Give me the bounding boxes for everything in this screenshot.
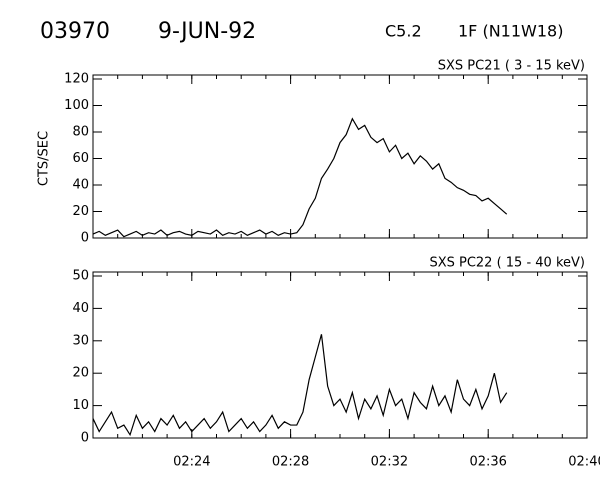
- y-tick-label: 0: [81, 231, 89, 246]
- plot-frame: [92, 271, 588, 439]
- x-tick-label: 02:28: [272, 455, 309, 470]
- data-line: [92, 117, 508, 238]
- x-tick-label: 02:32: [371, 455, 408, 470]
- y-axis-label: CTS/SEC: [37, 131, 52, 186]
- y-tick-label: 120: [64, 72, 89, 87]
- flare-class: C5.2: [385, 22, 422, 41]
- panel-title: SXS PC21 ( 3 - 15 keV): [438, 59, 585, 74]
- flare-location: 1F (N11W18): [458, 22, 563, 41]
- x-tick-label: 02:36: [469, 455, 506, 470]
- y-tick-label: 40: [72, 178, 89, 193]
- y-tick-label: 10: [72, 398, 89, 413]
- y-tick-label: 80: [72, 125, 89, 140]
- x-tick-label: 02:40: [568, 455, 600, 470]
- y-tick-label: 50: [72, 269, 89, 284]
- y-tick-label: 20: [72, 204, 89, 219]
- y-tick-label: 40: [72, 301, 89, 316]
- x-tick-label: 02:24: [173, 455, 210, 470]
- plot-frame: [92, 74, 588, 239]
- y-tick-label: 0: [81, 431, 89, 446]
- y-tick-label: 20: [72, 366, 89, 381]
- y-tick-label: 60: [72, 151, 89, 166]
- date: 9-JUN-92: [158, 19, 256, 44]
- panel-title: SXS PC22 ( 15 - 40 keV): [429, 256, 585, 271]
- data-line: [92, 334, 508, 437]
- record-id: 03970: [40, 19, 110, 44]
- y-tick-label: 100: [64, 98, 89, 113]
- y-tick-label: 30: [72, 333, 89, 348]
